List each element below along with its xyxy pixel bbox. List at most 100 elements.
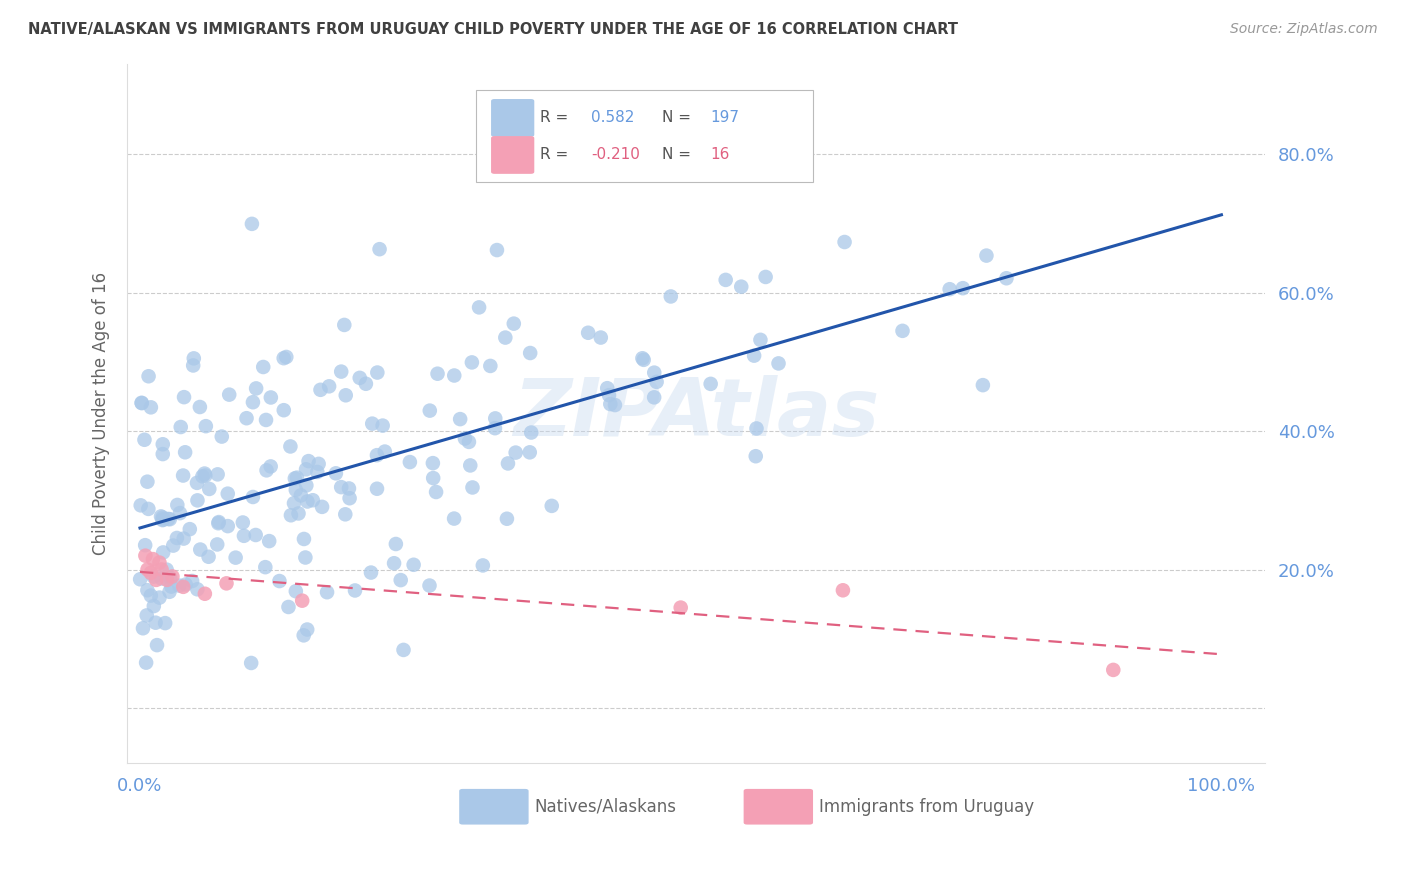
FancyBboxPatch shape (491, 99, 534, 136)
Point (245, 381, 267, 395)
Text: 0.582: 0.582 (591, 111, 634, 126)
Point (139, 566, 162, 580)
Text: -0.210: -0.210 (591, 147, 640, 162)
Point (174, 577, 197, 591)
Point (295, 478, 318, 492)
Point (520, 425, 543, 440)
Point (714, 273, 737, 287)
Point (283, 496, 305, 510)
Point (139, 401, 162, 415)
Point (183, 351, 205, 366)
Point (461, 355, 484, 369)
Point (832, 583, 855, 598)
Point (256, 463, 278, 477)
Point (194, 419, 217, 434)
Point (129, 499, 152, 513)
Point (468, 301, 491, 315)
Point (1102, 663, 1125, 677)
Point (156, 563, 179, 577)
Point (186, 475, 208, 490)
Point (134, 538, 156, 552)
Point (285, 470, 308, 484)
Point (152, 513, 174, 527)
Point (277, 599, 299, 614)
Point (643, 390, 665, 404)
Point (335, 388, 357, 402)
Point (254, 413, 277, 427)
Text: 197: 197 (710, 111, 740, 126)
Point (215, 576, 238, 591)
Point (425, 485, 447, 500)
Point (142, 569, 165, 583)
Text: N =: N = (662, 147, 696, 162)
Point (136, 562, 159, 576)
Point (292, 628, 315, 642)
Point (366, 448, 388, 462)
Point (669, 600, 692, 615)
Point (152, 510, 174, 524)
Point (938, 282, 960, 296)
Point (135, 656, 157, 670)
Point (207, 516, 229, 531)
Point (245, 528, 267, 542)
Point (343, 583, 366, 598)
Point (311, 500, 333, 514)
Point (633, 352, 655, 367)
Point (232, 529, 254, 543)
Point (972, 378, 994, 392)
Point (596, 381, 619, 395)
Point (138, 369, 160, 384)
Text: NATIVE/ALASKAN VS IMMIGRANTS FROM URUGUAY CHILD POVERTY UNDER THE AGE OF 16 CORR: NATIVE/ALASKAN VS IMMIGRANTS FROM URUGUA… (28, 22, 957, 37)
Point (153, 616, 176, 631)
Point (166, 531, 188, 545)
FancyBboxPatch shape (744, 789, 813, 824)
Point (217, 519, 239, 533)
Text: ZIPAtlas: ZIPAtlas (513, 375, 879, 453)
Point (631, 351, 654, 366)
Point (402, 558, 425, 572)
Point (160, 580, 183, 594)
Point (260, 391, 283, 405)
Point (240, 217, 263, 231)
Point (291, 593, 314, 607)
Point (337, 482, 360, 496)
Point (834, 235, 856, 249)
Point (146, 638, 169, 652)
Point (325, 467, 347, 481)
Point (284, 584, 307, 599)
Point (419, 403, 441, 417)
Point (422, 456, 444, 470)
Point (150, 509, 173, 524)
Point (308, 457, 330, 471)
Point (496, 512, 519, 526)
Point (891, 324, 914, 338)
Point (207, 467, 229, 482)
Point (280, 508, 302, 523)
Point (148, 556, 170, 570)
Point (273, 403, 295, 417)
Point (976, 249, 998, 263)
Point (152, 512, 174, 526)
Point (292, 532, 315, 546)
Point (335, 508, 357, 522)
Point (426, 367, 449, 381)
Point (186, 493, 208, 508)
Point (603, 398, 626, 412)
Point (235, 411, 257, 425)
Point (339, 491, 361, 506)
Point (173, 390, 195, 404)
Point (150, 572, 173, 586)
Point (461, 480, 484, 494)
Point (284, 483, 307, 497)
Point (194, 467, 217, 481)
Point (645, 375, 668, 389)
Point (242, 395, 264, 409)
Point (150, 562, 173, 576)
Point (156, 573, 179, 587)
Point (297, 494, 319, 508)
Point (366, 366, 388, 380)
Point (194, 587, 217, 601)
Point (173, 532, 195, 546)
Point (458, 434, 481, 449)
Point (330, 365, 353, 379)
